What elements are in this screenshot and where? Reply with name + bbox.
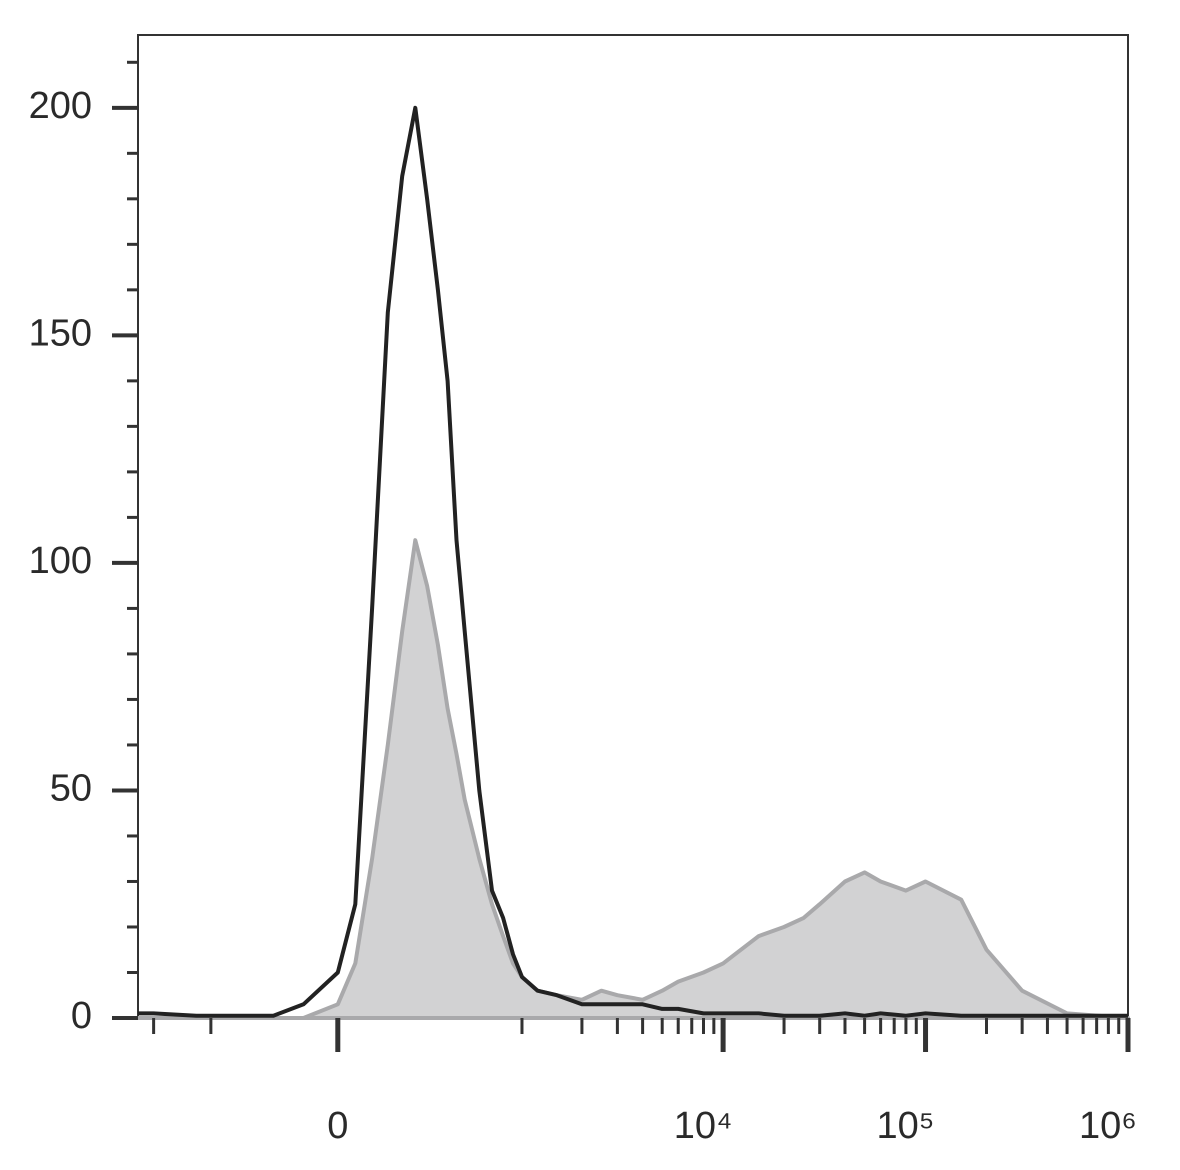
x-tick-label: 10⁵	[877, 1105, 935, 1147]
histogram-line	[138, 105, 1128, 1018]
x-tick-label: 0	[327, 1105, 348, 1147]
y-tick-label: 50	[50, 767, 92, 809]
y-tick-label: 150	[29, 312, 92, 354]
histogram-area	[136, 538, 1130, 1020]
x-tick-label: 10⁶	[1079, 1105, 1137, 1147]
y-tick-label: 200	[29, 85, 92, 127]
y-tick-label: 0	[71, 995, 92, 1037]
y-tick-label: 100	[29, 540, 92, 582]
plot-frame	[137, 34, 1129, 1019]
x-tick-label: 10⁴	[674, 1105, 733, 1147]
